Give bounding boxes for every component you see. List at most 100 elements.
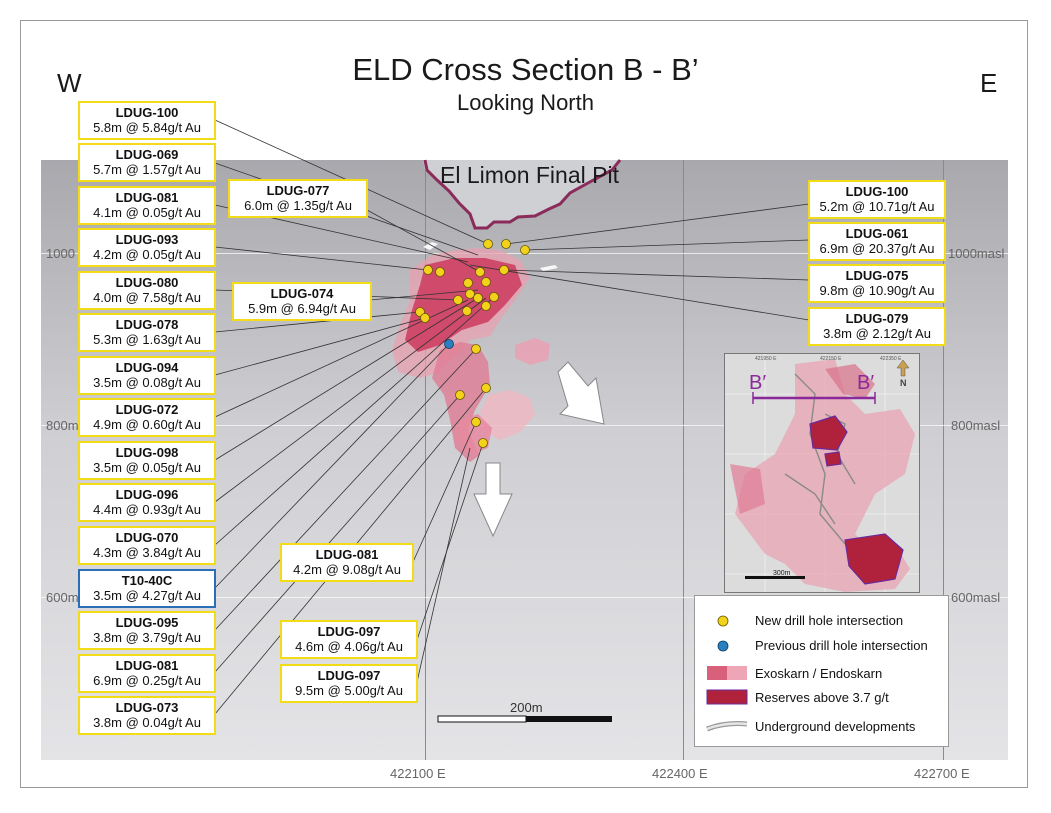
new-drill-hole-marker [478,438,488,448]
intersection-label: LDUG-080 4.0m @ 7.58g/t Au [78,271,216,310]
inset-map-drawing [725,354,919,592]
new-drill-hole-marker [423,265,433,275]
drill-hole-name: LDUG-061 [845,226,909,241]
new-drill-hole-marker [455,390,465,400]
previous-intersection-label: T10-40C 3.5m @ 4.27g/t Au [78,569,216,608]
intersection-label: LDUG-100 5.2m @ 10.71g/t Au [808,180,946,219]
inset-tick-label: 421950 E [755,356,777,362]
intersection-label: LDUG-077 6.0m @ 1.35g/t Au [228,179,368,218]
intersection-label: LDUG-100 5.8m @ 5.84g/t Au [78,101,216,140]
intersection-grade: 3.8m @ 0.04g/t Au [93,715,201,730]
new-drill-hole-marker [475,267,485,277]
legend-skarn-symbol [727,666,747,680]
skarn-body [515,338,550,365]
new-drill-hole-marker [453,295,463,305]
previous-drill-hole-marker [444,339,454,349]
intersection-label: LDUG-081 4.1m @ 0.05g/t Au [78,186,216,225]
figure-subtitle: Looking North [457,90,594,115]
drill-hole-name: LDUG-074 [270,286,334,301]
intersection-label: LDUG-061 6.9m @ 20.37g/t Au [808,222,946,261]
intersection-grade: 3.8m @ 3.79g/t Au [93,630,201,645]
underground-development [423,242,438,250]
intersection-grade: 5.9m @ 6.94g/t Au [248,301,356,316]
easting-gridline [943,160,944,760]
legend-symbols [706,615,748,732]
drill-hole-name: LDUG-073 [115,700,179,715]
intersection-grade: 3.8m @ 2.12g/t Au [823,326,931,341]
drill-hole-name: LDUG-069 [115,147,179,162]
drill-hole-name: LDUG-072 [115,402,179,417]
elevation-gridline [41,597,1008,598]
drill-hole-name: LDUG-094 [115,360,179,375]
legend-previous-hole-symbol [717,640,729,652]
intersection-grade: 9.8m @ 10.90g/t Au [819,283,935,298]
new-drill-hole-intersections [415,239,530,448]
new-drill-hole-marker [471,344,481,354]
easting-gridline [425,160,426,760]
new-drill-hole-marker [481,383,491,393]
intersection-grade: 4.0m @ 7.58g/t Au [93,290,201,305]
inset-plan-map: 421950 E 422150 E 422350 E B′ B′ N 300m [724,353,920,593]
new-drill-hole-marker [463,278,473,288]
inset-section-label-left: B′ [749,372,767,394]
intersection-grade: 4.1m @ 0.05g/t Au [93,205,201,220]
drill-hole-name: LDUG-070 [115,530,179,545]
pit-label: El Limon Final Pit [440,162,619,188]
intersection-label: LDUG-097 4.6m @ 4.06g/t Au [280,620,418,659]
drill-hole-name: LDUG-098 [115,445,179,460]
inset-reserves [844,533,904,585]
final-pit-outline [423,159,622,230]
intersection-grade: 3.5m @ 0.08g/t Au [93,375,201,390]
drill-hole-name: LDUG-081 [115,190,179,205]
intersection-grade: 3.5m @ 0.05g/t Au [93,460,201,475]
intersection-label: LDUG-074 5.9m @ 6.94g/t Au [232,282,372,321]
legend-previous-hole-label: Previous drill hole intersection [755,638,928,653]
drill-hole-name: LDUG-096 [115,487,179,502]
skarn-body [432,342,490,462]
legend-reserves-symbol [706,689,748,705]
intersection-grade: 4.4m @ 0.93g/t Au [93,502,201,517]
drill-hole-name: T10-40C [121,573,173,588]
inset-reserves [824,451,842,467]
intersection-label: LDUG-081 6.9m @ 0.25g/t Au [78,654,216,693]
intersection-label: LDUG-079 3.8m @ 2.12g/t Au [808,307,946,346]
legend-underground-label: Underground developments [755,719,916,734]
inset-tick-label: 422150 E [820,356,842,362]
intersection-label: LDUG-098 3.5m @ 0.05g/t Au [78,441,216,480]
final-pit-fill [423,160,618,228]
inset-scale-bar [745,576,805,579]
intersection-grade: 5.7m @ 1.57g/t Au [93,162,201,177]
intersection-grade: 6.0m @ 1.35g/t Au [244,198,352,213]
intersection-grade: 5.2m @ 10.71g/t Au [819,199,935,214]
new-drill-hole-marker [420,313,430,323]
drill-hole-name: LDUG-077 [266,183,330,198]
drill-hole-name: LDUG-081 [315,547,379,562]
new-drill-hole-marker [501,239,511,249]
easting-label: 422100 E [390,766,446,781]
new-drill-hole-marker [462,306,472,316]
legend-skarn-symbol [707,666,727,680]
figure-frame [20,20,1028,788]
intersection-label: LDUG-095 3.8m @ 3.79g/t Au [78,611,216,650]
new-drill-hole-marker [435,267,445,277]
new-drill-hole-marker [481,277,491,287]
legend-new-hole-label: New drill hole intersection [755,613,904,628]
scale-bar-white [437,715,527,723]
elevation-label-left: 800m [46,418,79,433]
elevation-label-left: 1000 [46,246,75,261]
intersection-label: LDUG-093 4.2m @ 0.05g/t Au [78,228,216,267]
inset-reserves [809,415,848,451]
intersection-label: LDUG-070 4.3m @ 3.84g/t Au [78,526,216,565]
easting-label: 422400 E [652,766,708,781]
drill-hole-name: LDUG-080 [115,275,179,290]
legend-reserves-label: Reserves above 3.7 g/t [755,690,889,705]
new-drill-hole-marker [473,293,483,303]
drill-hole-name: LDUG-078 [115,317,179,332]
drill-hole-name: LDUG-097 [317,668,381,683]
drill-hole-name: LDUG-095 [115,615,179,630]
intersection-grade: 9.5m @ 5.00g/t Au [295,683,403,698]
east-label: E [980,68,998,98]
underground-development [540,265,558,271]
elevation-label-right: 1000masl [948,246,1005,261]
